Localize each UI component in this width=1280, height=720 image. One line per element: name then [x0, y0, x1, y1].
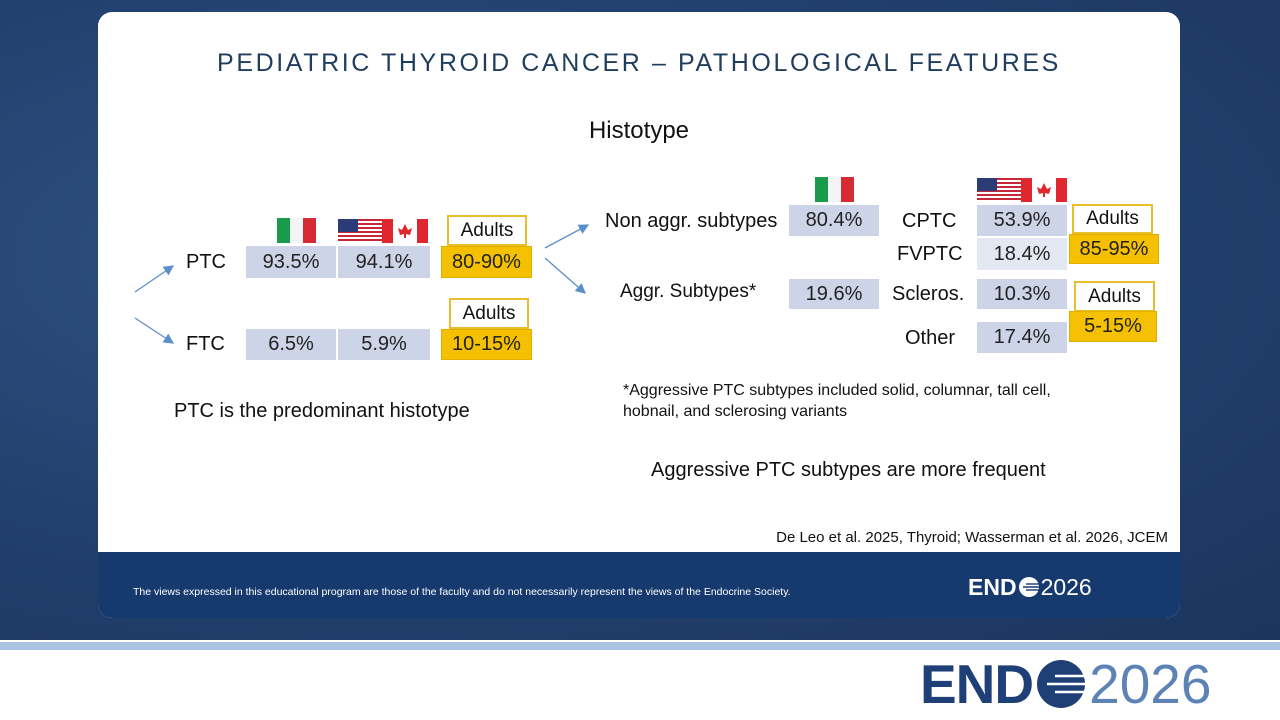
adults-cell: 5-15%: [1069, 311, 1157, 342]
flag-italy: [277, 218, 316, 243]
logo-text: 2026: [1040, 573, 1092, 600]
arrow: [544, 257, 586, 294]
cell: 10.3%: [977, 279, 1067, 309]
logo-text: END: [968, 573, 1017, 600]
row-label: PTC: [186, 251, 226, 273]
arrow: [544, 224, 590, 249]
subtype-label: CPTC: [902, 210, 957, 232]
cell: 94.1%: [338, 246, 430, 278]
adults-cell: 80-90%: [441, 246, 532, 278]
cell: 53.9%: [977, 205, 1067, 236]
citation: De Leo et al. 2025, Thyroid; Wasserman e…: [776, 529, 1168, 546]
graphics: [134, 177, 1067, 344]
cell: 6.5%: [246, 329, 336, 360]
cell: 17.4%: [977, 322, 1067, 353]
footer-logo: END 2026: [968, 574, 1092, 600]
adults-cell: 85-95%: [1069, 234, 1159, 264]
logo-o: [1037, 660, 1088, 708]
footer-band: The views expressed in this educational …: [98, 552, 1180, 618]
adults-label: Adults: [1072, 204, 1153, 234]
cell: 18.4%: [977, 238, 1067, 270]
cell: 5.9%: [338, 329, 430, 360]
slide-title: PEDIATRIC THYROID CANCER – PATHOLOGICAL …: [217, 49, 1061, 77]
slide: PEDIATRIC THYROID CANCER – PATHOLOGICAL …: [98, 12, 1180, 618]
group-label: Aggr. Subtypes*: [620, 281, 757, 302]
conclusion: Aggressive PTC subtypes are more frequen…: [651, 459, 1046, 481]
brand-logo: END 2026: [920, 653, 1212, 715]
stripe: [0, 642, 1280, 650]
subtype-label: Scleros.: [892, 283, 965, 305]
logo-text: END: [920, 653, 1034, 715]
flag-italy: [815, 177, 854, 202]
group-label: Non aggr. subtypes: [605, 210, 778, 232]
arrow: [134, 265, 175, 293]
adults-cell: 10-15%: [441, 329, 532, 360]
cell: 80.4%: [789, 205, 879, 236]
flag-usa-canada: [977, 178, 1067, 202]
row-label: FTC: [186, 333, 225, 355]
logo-text: 2026: [1089, 653, 1212, 715]
cell: 93.5%: [246, 246, 336, 278]
flag-usa-canada: [338, 219, 428, 243]
adults-label: Adults: [447, 215, 527, 246]
heading: Histotype: [588, 117, 690, 144]
cell: 19.6%: [789, 279, 879, 309]
adults-label: Adults: [1074, 281, 1155, 312]
subtype-label: Other: [905, 327, 956, 349]
logo-o: [1018, 577, 1040, 597]
adults-label: Adults: [449, 298, 529, 329]
footnote-line: hobnail, and sclerosing variants: [623, 403, 848, 420]
disclaimer: The views expressed in this educational …: [133, 586, 791, 598]
subtype-label: FVPTC: [897, 243, 963, 265]
arrow: [134, 317, 175, 344]
footnote-line: *Aggressive PTC subtypes included solid,…: [623, 382, 1051, 399]
conclusion: PTC is the predominant histotype: [174, 400, 470, 422]
